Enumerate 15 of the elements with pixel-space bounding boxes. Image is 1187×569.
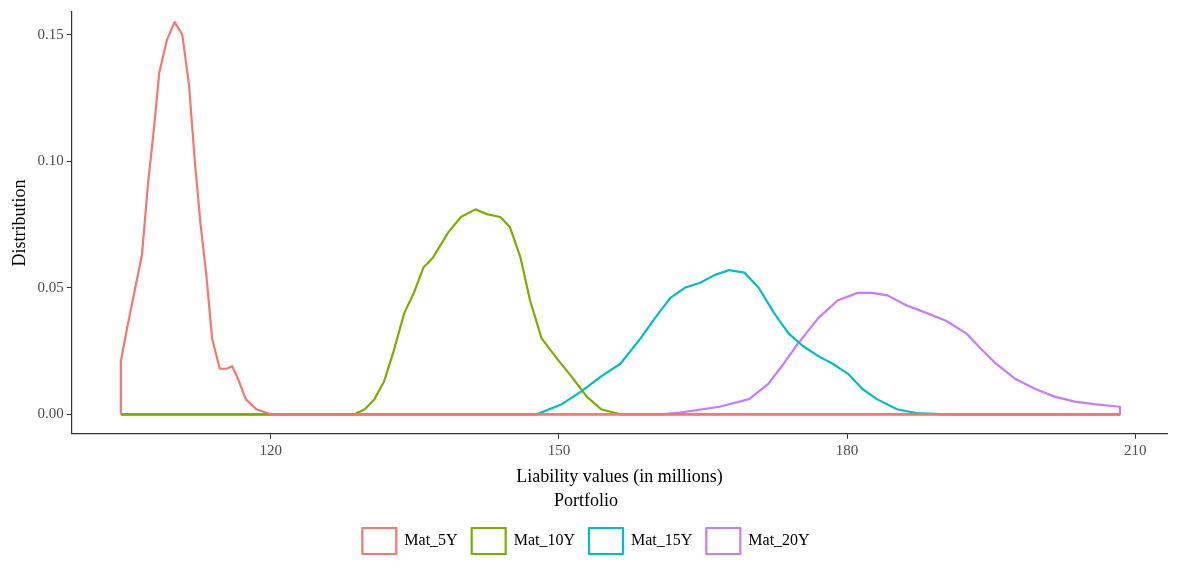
x-axis-title: Liability values (in millions) bbox=[516, 466, 723, 488]
legend-label: Mat_5Y bbox=[404, 531, 459, 549]
legend-label: Mat_20Y bbox=[748, 531, 811, 549]
legend-label: Mat_10Y bbox=[513, 531, 576, 549]
x-tick-label: 150 bbox=[547, 441, 571, 458]
y-tick-label: 0.15 bbox=[37, 25, 64, 42]
x-tick-label: 210 bbox=[1124, 441, 1147, 458]
y-tick-label: 0.05 bbox=[37, 278, 64, 295]
y-axis-title: Distribution bbox=[8, 179, 29, 267]
legend-title: Portfolio bbox=[553, 490, 619, 511]
y-tick-label: 0.10 bbox=[37, 152, 64, 169]
y-tick-label: 0.00 bbox=[37, 405, 64, 422]
x-tick-label: 120 bbox=[259, 441, 282, 458]
x-tick-label: 180 bbox=[835, 441, 859, 458]
legend-label: Mat_15Y bbox=[631, 531, 693, 549]
